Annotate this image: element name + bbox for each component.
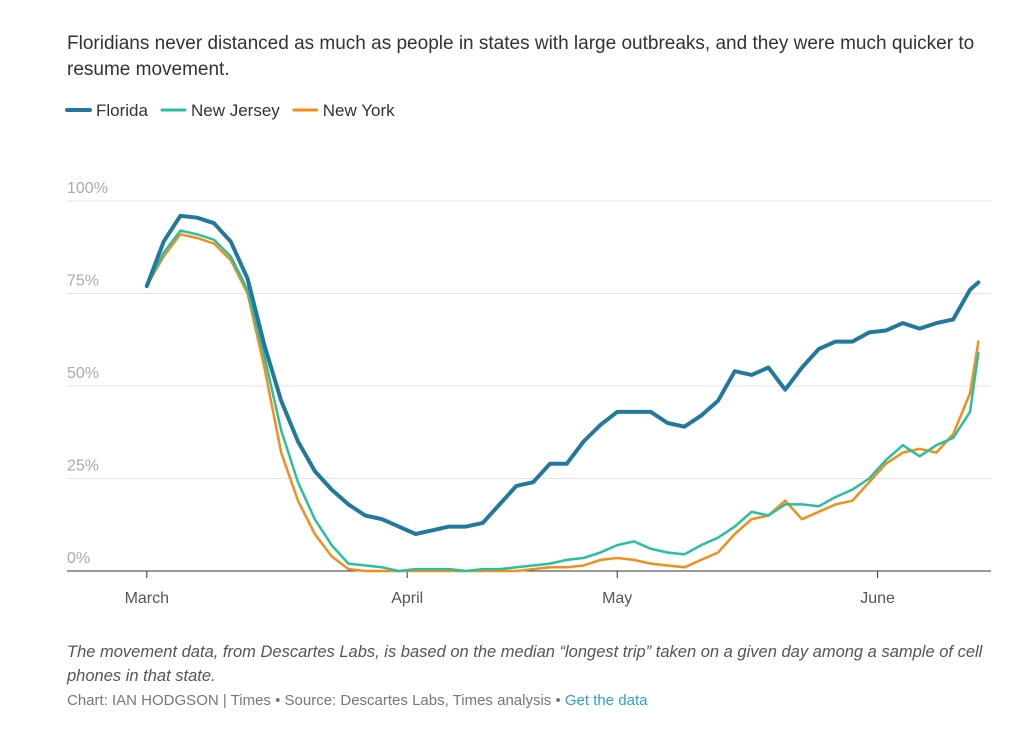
series-line [145,229,980,573]
legend-label: New York [323,101,395,120]
x-tick-label: April [391,590,423,607]
y-tick-label: 50% [67,365,99,382]
series-line [144,213,981,536]
note: The movement data, from Descartes Labs, … [67,643,983,685]
chart-title: Floridians never distanced as much as pe… [67,33,975,80]
credit-line: Chart: IAN HODGSON | Times • Source: Des… [67,692,1007,709]
y-tick-label: 75% [67,273,99,290]
legend-label: Florida [96,101,149,120]
x-tick-label: March [125,590,169,607]
data-link[interactable]: Get the data [564,692,648,709]
y-tick-label: 0% [67,550,90,567]
x-tick-label: May [602,590,632,607]
credit: Chart: IAN HODGSON | Times • Source: Des… [67,692,561,709]
legend-label: New Jersey [191,101,280,120]
y-tick-label: 100% [67,180,108,197]
y-tick-label: 25% [67,458,99,475]
chart: 0% 25% 50% 75% 100% March April May June Florida N… [65,101,991,607]
series-line [145,233,980,573]
x-tick-label: June [860,590,895,607]
